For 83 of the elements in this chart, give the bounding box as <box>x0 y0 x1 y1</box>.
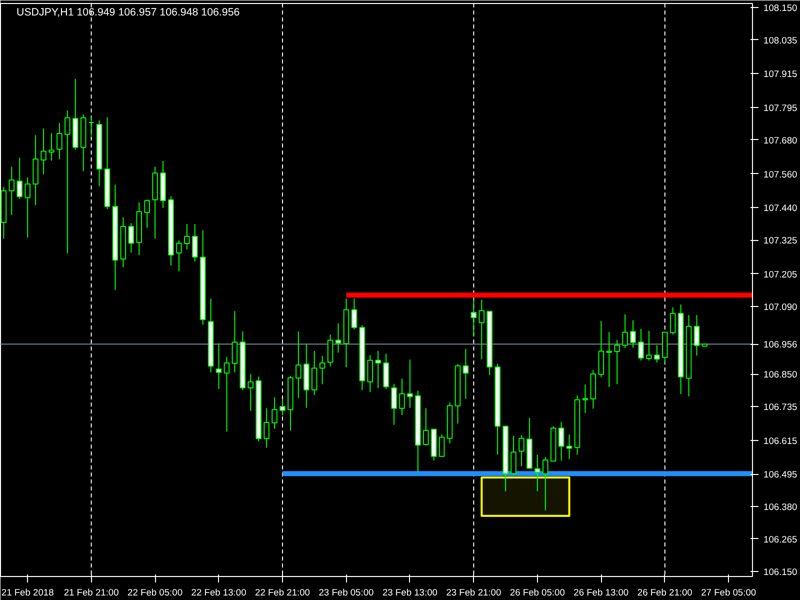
candlestick <box>383 353 389 390</box>
candlestick <box>216 342 222 390</box>
y-tick-label: 106.850 <box>764 370 798 380</box>
candlestick <box>128 222 134 253</box>
candlestick <box>224 356 230 432</box>
y-tick-label: 106.150 <box>764 566 798 577</box>
candlestick <box>518 434 524 467</box>
candlestick <box>272 396 278 430</box>
candlestick <box>248 374 254 412</box>
x-tick-label: 21 Feb 21:00 <box>64 588 119 598</box>
candlestick <box>654 344 660 363</box>
y-tick-label: 106.380 <box>764 502 798 512</box>
y-tick-label: 107.325 <box>764 236 798 246</box>
candlestick <box>646 330 652 361</box>
candlestick <box>296 330 302 398</box>
candlestick <box>391 383 397 426</box>
candlestick <box>614 339 620 385</box>
x-tick-label: 27 Feb 05:00 <box>701 588 756 598</box>
x-tick-label: 26 Feb 13:00 <box>574 588 629 598</box>
candlestick <box>566 434 572 460</box>
x-tick-label: 22 Feb 21:00 <box>255 588 310 598</box>
candlestick <box>64 110 70 254</box>
y-tick-label: 107.440 <box>764 203 798 214</box>
y-tick-label: 107.205 <box>764 269 798 280</box>
x-tick-label: 22 Feb 13:00 <box>191 588 246 598</box>
candlestick <box>232 310 238 373</box>
candlestick <box>438 434 445 457</box>
y-tick-label: 107.090 <box>764 302 798 312</box>
candlestick <box>88 116 94 136</box>
candlestick <box>638 328 644 361</box>
candlestick <box>176 240 182 272</box>
candlestick <box>622 314 628 349</box>
candlestick <box>311 350 318 396</box>
candlestick <box>8 166 15 216</box>
candlestick <box>48 132 54 162</box>
candlestick <box>144 198 150 228</box>
candlestick <box>319 355 326 385</box>
x-tick-label: 26 Feb 21:00 <box>637 588 692 598</box>
y-tick-label: 106.265 <box>764 534 798 544</box>
x-tick-label: 26 Feb 05:00 <box>510 588 565 598</box>
candlestick <box>184 224 190 250</box>
candlestick <box>407 359 413 408</box>
candlestick <box>558 421 564 462</box>
candlestick <box>192 224 198 262</box>
x-tick-label: 22 Feb 05:00 <box>128 588 183 598</box>
y-tick-label: 106.735 <box>764 402 798 412</box>
chart-title: USDJPY,H1 106.949 106.957 106.948 106.956 <box>16 6 240 18</box>
candlestick <box>694 314 700 356</box>
candlestick <box>351 298 358 330</box>
y-tick-label: 107.915 <box>764 69 798 80</box>
ref-line-label: 106.956 <box>764 340 798 350</box>
candlestick <box>542 456 548 511</box>
candlestick <box>670 306 676 336</box>
y-tick-label: 107.560 <box>764 169 798 180</box>
candlestick <box>375 350 381 389</box>
candlestick <box>16 157 23 200</box>
candlestick <box>478 299 485 360</box>
y-tick-label: 107.680 <box>764 135 798 146</box>
y-tick-label: 108.035 <box>764 35 798 46</box>
candlestick <box>534 454 540 492</box>
x-tick-label: 23 Feb 21:00 <box>446 588 502 598</box>
x-tick-label: 21 Feb 2018 <box>1 588 54 598</box>
candlestick <box>462 348 469 400</box>
candlestick <box>630 320 636 348</box>
candlestick <box>40 128 46 175</box>
candlestick <box>327 334 334 367</box>
x-tick-label: 23 Feb 05:00 <box>318 588 374 598</box>
candlestick <box>56 122 62 160</box>
candlestick <box>24 176 30 238</box>
y-tick-label: 106.615 <box>764 436 798 446</box>
candlestick <box>399 378 405 416</box>
candlestick <box>367 354 374 393</box>
x-tick-label: 23 Feb 13:00 <box>382 588 438 598</box>
y-tick-label: 106.495 <box>764 470 798 480</box>
candlestick <box>335 322 342 354</box>
candlestick <box>606 332 612 388</box>
candlestick <box>264 408 270 448</box>
candlestick <box>423 408 429 446</box>
y-tick-label: 107.795 <box>764 103 798 114</box>
candlestick <box>510 435 516 474</box>
y-tick-label: 108.150 <box>764 2 798 13</box>
candlestick <box>582 384 588 414</box>
candlestick <box>598 320 604 378</box>
